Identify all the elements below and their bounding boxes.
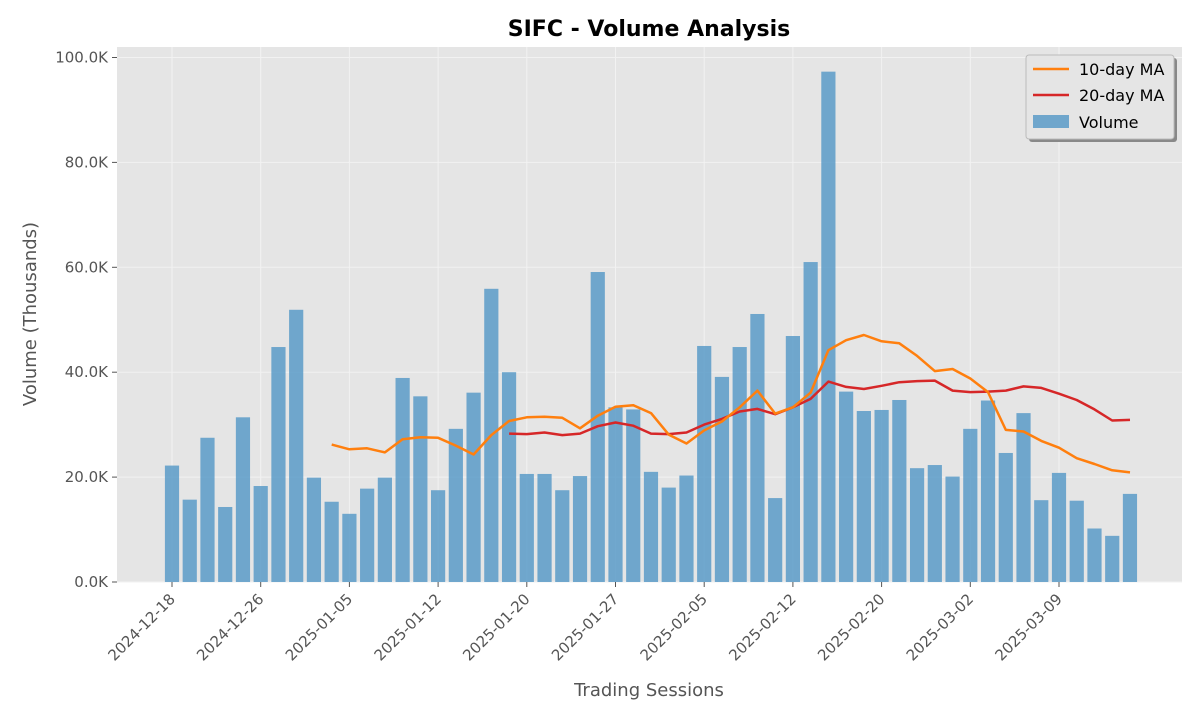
legend-ma10-label: 10-day MA bbox=[1079, 60, 1164, 79]
volume-bar bbox=[945, 476, 960, 582]
volume-bar bbox=[501, 372, 517, 582]
volume-bar bbox=[448, 428, 463, 582]
volume-bar bbox=[856, 411, 871, 582]
chart-title: SIFC - Volume Analysis bbox=[508, 17, 790, 42]
legend-volume-label: Volume bbox=[1079, 113, 1139, 132]
volume-bar bbox=[1122, 493, 1138, 582]
y-tick-label: 40.0K bbox=[65, 363, 109, 381]
volume-bar bbox=[1016, 413, 1031, 582]
volume-bar bbox=[821, 71, 836, 582]
x-axis-label: Trading Sessions bbox=[573, 680, 724, 701]
volume-bar bbox=[235, 417, 251, 582]
moving-average-lines bbox=[331, 333, 1131, 474]
volume-bar bbox=[182, 499, 197, 582]
volume-bar bbox=[626, 409, 641, 582]
volume-bar bbox=[927, 465, 942, 582]
volume-bar bbox=[271, 347, 286, 582]
volume-bar bbox=[714, 376, 730, 582]
volume-bar bbox=[413, 396, 428, 582]
volume-bars bbox=[164, 71, 1138, 582]
volume-bar bbox=[1069, 500, 1084, 582]
volume-bar bbox=[200, 437, 215, 582]
legend-volume-swatch bbox=[1033, 115, 1069, 128]
y-tick-label: 80.0K bbox=[65, 153, 109, 171]
volume-bar bbox=[980, 400, 996, 582]
volume-bar bbox=[395, 377, 410, 582]
y-tick-label: 60.0K bbox=[65, 258, 109, 276]
volume-bar bbox=[909, 468, 925, 582]
volume-bar bbox=[998, 452, 1013, 582]
volume-bar bbox=[785, 336, 800, 582]
y-axis-label: Volume (Thousands) bbox=[20, 222, 41, 406]
volume-bar bbox=[1105, 535, 1120, 582]
volume-bar bbox=[1051, 472, 1067, 582]
volume-bar bbox=[874, 409, 889, 582]
volume-bar bbox=[803, 262, 818, 582]
volume-bar bbox=[164, 465, 180, 582]
volume-bar bbox=[661, 487, 676, 582]
ma10-line bbox=[331, 333, 1131, 474]
volume-bar bbox=[537, 473, 552, 582]
ma20-line bbox=[509, 379, 1131, 437]
volume-bar bbox=[697, 345, 712, 582]
volume-bar bbox=[218, 506, 233, 582]
y-tick-label: 0.0K bbox=[74, 573, 109, 591]
volume-bar bbox=[768, 498, 783, 582]
volume-bar bbox=[342, 513, 357, 582]
volume-bar bbox=[1087, 528, 1102, 582]
volume-bar bbox=[431, 490, 446, 582]
volume-bar bbox=[360, 488, 375, 582]
y-tick-label: 20.0K bbox=[65, 468, 109, 486]
y-tick-label: 100.0K bbox=[55, 48, 109, 66]
volume-bar bbox=[608, 407, 623, 582]
volume-bar bbox=[679, 475, 694, 582]
volume-bar bbox=[289, 309, 304, 582]
volume-bar bbox=[1034, 500, 1049, 582]
volume-bar bbox=[732, 347, 747, 582]
volume-bar bbox=[466, 392, 481, 582]
volume-bar bbox=[572, 476, 588, 582]
volume-bar bbox=[377, 477, 392, 582]
volume-bar bbox=[963, 428, 978, 582]
volume-bar bbox=[306, 477, 322, 582]
volume-bar bbox=[839, 391, 854, 582]
legend-ma20-label: 20-day MA bbox=[1079, 86, 1164, 105]
volume-bar bbox=[519, 473, 534, 582]
volume-bar bbox=[643, 471, 659, 582]
volume-bar bbox=[555, 490, 570, 582]
volume-bar bbox=[892, 399, 907, 582]
y-axis-ticks: 0.0K 20.0K 40.0K 60.0K 80.0K 100.0K bbox=[55, 48, 117, 591]
volume-bar bbox=[324, 501, 339, 582]
volume-bar bbox=[750, 313, 765, 582]
legend: 10-day MA 20-day MA Volume bbox=[1025, 54, 1177, 142]
volume-bar bbox=[253, 486, 268, 582]
